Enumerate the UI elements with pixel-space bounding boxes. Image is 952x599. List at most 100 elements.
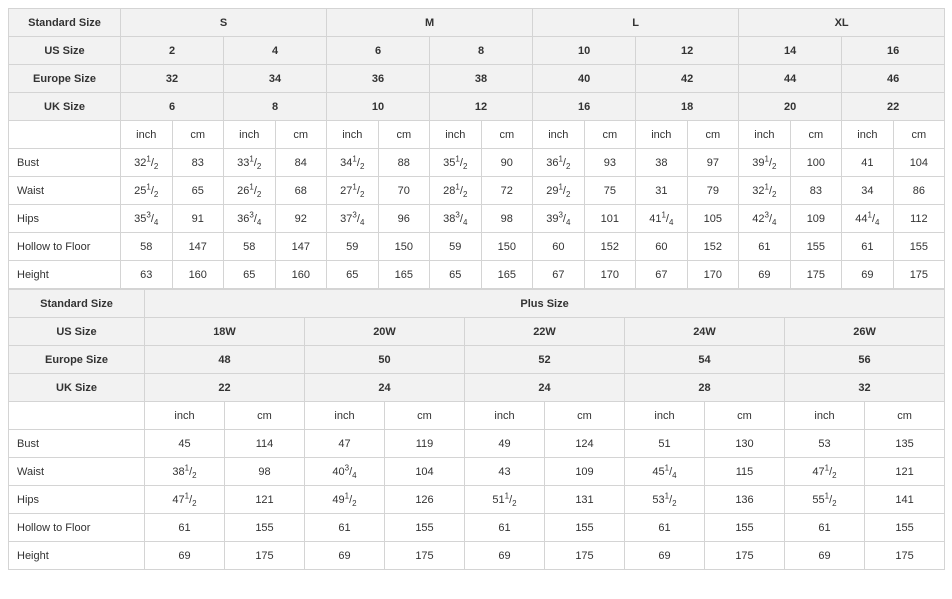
cell: 28 <box>625 374 785 402</box>
cell: 105 <box>687 205 739 233</box>
cell: 42 <box>636 65 739 93</box>
cell: 423/4 <box>739 205 791 233</box>
cell: 12 <box>636 37 739 65</box>
cell: cm <box>865 402 945 430</box>
cell: 511/2 <box>465 486 545 514</box>
cell: 271/2 <box>327 177 379 205</box>
cell: 130 <box>705 430 785 458</box>
cell: L <box>533 9 739 37</box>
cell: Bust <box>9 430 145 458</box>
cell: 363/4 <box>224 205 276 233</box>
cell: 75 <box>584 177 636 205</box>
cell: cm <box>790 121 842 149</box>
cell: 24 <box>305 374 465 402</box>
cell: cm <box>687 121 739 149</box>
cell: inch <box>224 121 276 149</box>
cell: 60 <box>533 233 585 261</box>
cell: UK Size <box>9 374 145 402</box>
cell: 353/4 <box>121 205 173 233</box>
cell: 100 <box>790 149 842 177</box>
cell: 86 <box>893 177 945 205</box>
cell: 104 <box>893 149 945 177</box>
cell: 471/2 <box>145 486 225 514</box>
cell: 20W <box>305 318 465 346</box>
cell: S <box>121 9 327 37</box>
cell: 32 <box>121 65 224 93</box>
cell: 51 <box>625 430 705 458</box>
cell: 50 <box>305 346 465 374</box>
cell: Height <box>9 261 121 289</box>
cell: 58 <box>224 233 276 261</box>
cell: 22 <box>842 93 945 121</box>
cell: 4 <box>224 37 327 65</box>
cell: 104 <box>385 458 465 486</box>
cell: cm <box>225 402 305 430</box>
cell: 135 <box>865 430 945 458</box>
cell: cm <box>385 402 465 430</box>
cell: Hips <box>9 205 121 233</box>
cell: 441/4 <box>842 205 894 233</box>
cell: 109 <box>545 458 625 486</box>
cell: 291/2 <box>533 177 585 205</box>
cell: 67 <box>636 261 688 289</box>
cell: 26W <box>785 318 945 346</box>
size-chart-bottom: Standard SizePlus SizeUS Size18W20W22W24… <box>8 289 945 570</box>
cell: Standard Size <box>9 9 121 37</box>
cell: Waist <box>9 458 145 486</box>
cell: 53 <box>785 430 865 458</box>
cell: 109 <box>790 205 842 233</box>
cell: 16 <box>842 37 945 65</box>
cell: cm <box>584 121 636 149</box>
cell: UK Size <box>9 93 121 121</box>
cell: 160 <box>172 261 224 289</box>
cell: 61 <box>842 233 894 261</box>
cell: 56 <box>785 346 945 374</box>
cell: 65 <box>172 177 224 205</box>
cell: 43 <box>465 458 545 486</box>
cell: 61 <box>739 233 791 261</box>
cell: 331/2 <box>224 149 276 177</box>
cell: 281/2 <box>430 177 482 205</box>
cell: 351/2 <box>430 149 482 177</box>
cell: 155 <box>225 514 305 542</box>
cell: 6 <box>121 93 224 121</box>
cell: inch <box>625 402 705 430</box>
cell: 48 <box>145 346 305 374</box>
cell: inch <box>121 121 173 149</box>
cell: 65 <box>327 261 379 289</box>
cell: 165 <box>378 261 430 289</box>
cell: 147 <box>172 233 224 261</box>
cell: 34 <box>842 177 894 205</box>
cell: 44 <box>739 65 842 93</box>
cell: Hollow to Floor <box>9 233 121 261</box>
cell: 341/2 <box>327 149 379 177</box>
cell: 61 <box>465 514 545 542</box>
cell: 61 <box>305 514 385 542</box>
cell: 46 <box>842 65 945 93</box>
cell: 90 <box>481 149 533 177</box>
cell: 14 <box>739 37 842 65</box>
cell: 155 <box>893 233 945 261</box>
cell: 59 <box>430 233 482 261</box>
cell: Europe Size <box>9 65 121 93</box>
cell <box>9 121 121 149</box>
cell: 155 <box>705 514 785 542</box>
cell: 531/2 <box>625 486 705 514</box>
cell: 92 <box>275 205 327 233</box>
cell: 126 <box>385 486 465 514</box>
cell: 101 <box>584 205 636 233</box>
cell: cm <box>378 121 430 149</box>
cell: 93 <box>584 149 636 177</box>
cell: 83 <box>790 177 842 205</box>
cell: 175 <box>865 542 945 570</box>
cell: 36 <box>327 65 430 93</box>
cell: 471/2 <box>785 458 865 486</box>
cell: 61 <box>785 514 865 542</box>
cell: 72 <box>481 177 533 205</box>
cell: 98 <box>225 458 305 486</box>
cell: 20 <box>739 93 842 121</box>
cell: 79 <box>687 177 739 205</box>
cell: 152 <box>687 233 739 261</box>
cell: 45 <box>145 430 225 458</box>
cell: 63 <box>121 261 173 289</box>
